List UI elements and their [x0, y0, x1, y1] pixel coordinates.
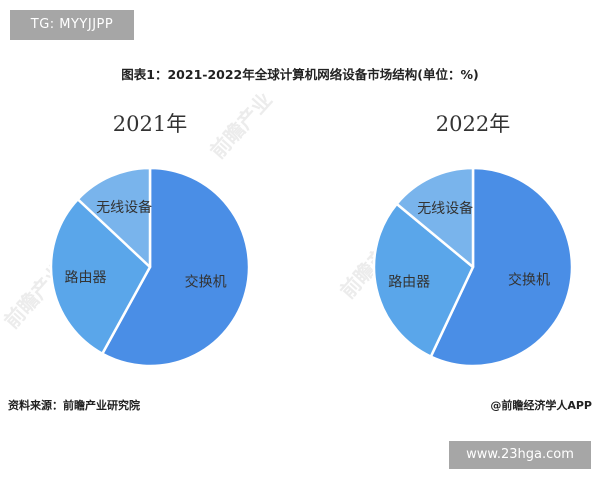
pie-1-label-wireless: 无线设备 [417, 200, 473, 217]
year-label-2021: 2021年 [112, 112, 188, 136]
figure-title: 图表1：2021-2022年全球计算机网络设备市场结构(单位：%) [121, 67, 479, 82]
pie-0-slice-router [49, 197, 152, 355]
tg-tag: TG: MYYJJPP [10, 10, 134, 40]
pie-1-label-router: 路由器 [388, 274, 430, 290]
pie-0-label-switch: 交换机 [185, 273, 227, 290]
pie-1-slice-router [372, 202, 475, 358]
pie-0-label-router: 路由器 [65, 270, 107, 286]
year-label-2022: 2022年 [435, 112, 511, 136]
site-tag: www.23hga.com [449, 441, 591, 469]
source-note: 资料来源：前瞻产业研究院 [8, 399, 140, 412]
pie-1-slice-switch [429, 166, 574, 368]
pie-1-slice-wireless [395, 166, 475, 269]
pie-1-label-switch: 交换机 [508, 272, 550, 289]
pie-0-slice-wireless [76, 166, 152, 269]
pie-0-label-wireless: 无线设备 [96, 199, 152, 216]
pie-0-slice-switch [101, 166, 251, 368]
credit-note: @前瞻经济学人APP [490, 399, 592, 412]
